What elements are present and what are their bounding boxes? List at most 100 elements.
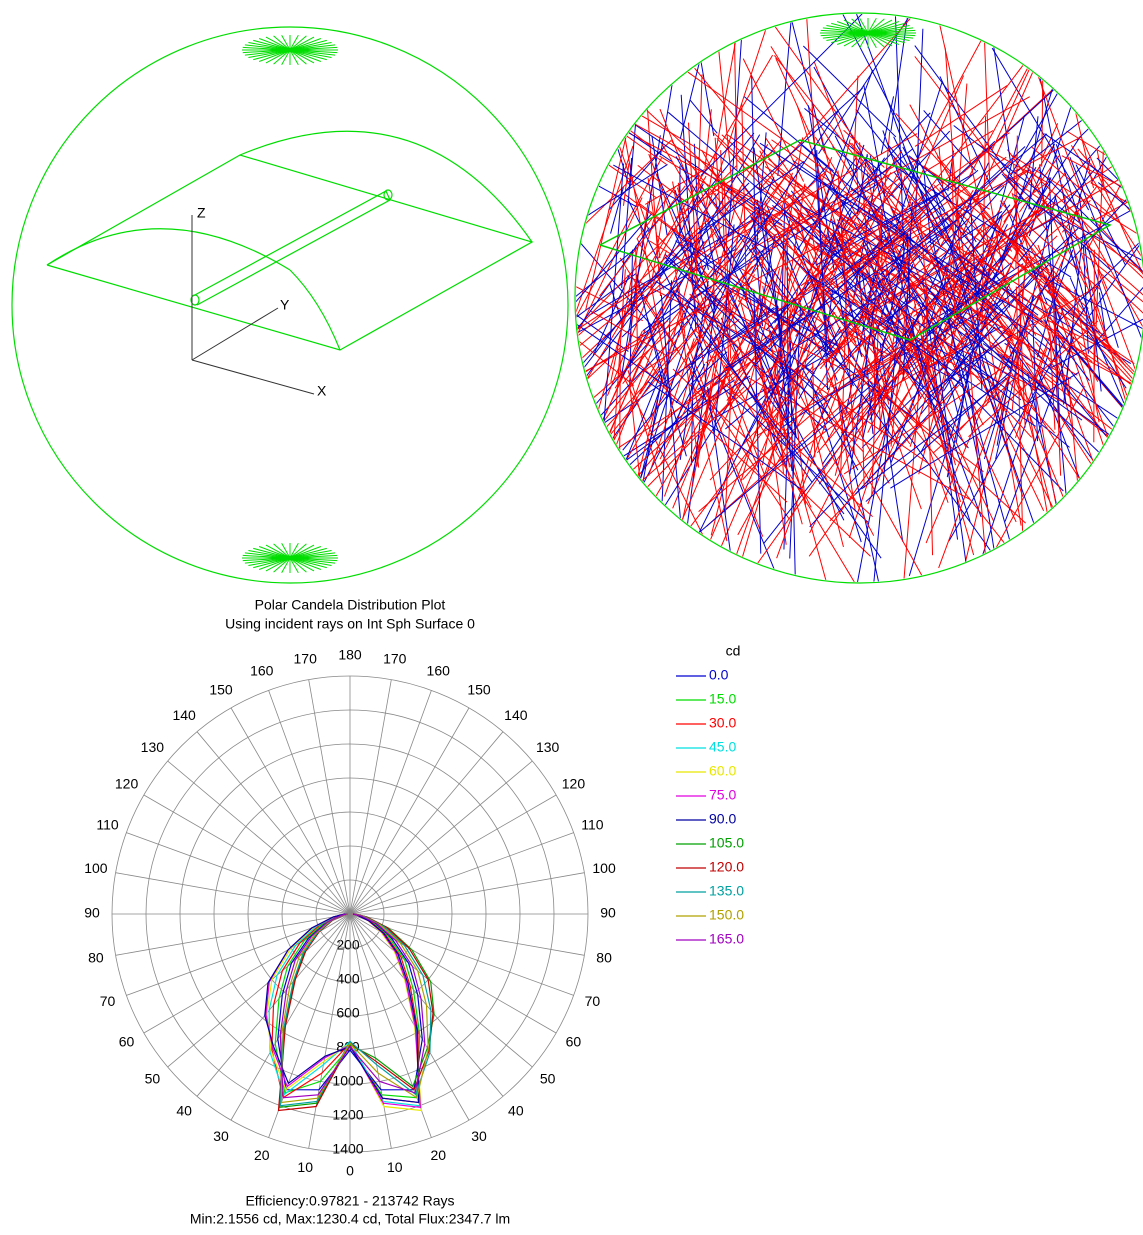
angle-tick-label: 30: [471, 1128, 487, 1144]
legend-label: 150.0: [709, 907, 744, 923]
ray: [631, 238, 699, 503]
ray: [680, 0, 719, 138]
ray: [1093, 90, 1143, 222]
grid-spoke: [350, 690, 431, 914]
grid-spoke: [269, 690, 350, 914]
ray: [447, 347, 621, 512]
ray: [419, 35, 657, 198]
legend-label: 135.0: [709, 883, 744, 899]
legend-label: 165.0: [709, 931, 744, 947]
wireframe-edge: [47, 229, 290, 270]
legend-title: cd: [726, 643, 741, 659]
angle-tick-label: 50: [145, 1071, 161, 1087]
angle-tick-label: 140: [172, 707, 196, 723]
footer-line: Efficiency:0.97821 - 213742 Rays: [245, 1193, 454, 1209]
ray: [1011, 0, 1143, 176]
ray: [1097, 150, 1105, 190]
axis-label: X: [317, 383, 327, 399]
angle-tick-label: 100: [84, 860, 108, 876]
r-tick-label: 1400: [332, 1141, 363, 1157]
ray: [920, 216, 928, 310]
ray: [447, 164, 668, 305]
chart-subtitle: Using incident rays on Int Sph Surface 0: [225, 616, 475, 632]
angle-tick-label: 120: [562, 776, 586, 792]
ray: [817, 386, 940, 608]
ray: [1015, 381, 1121, 638]
footer-line: Min:2.1556 cd, Max:1230.4 cd, Total Flux…: [190, 1211, 510, 1227]
angle-tick-label: 40: [508, 1102, 524, 1118]
angle-tick-label: 150: [467, 681, 491, 697]
angle-tick-label: 130: [536, 739, 560, 755]
wireframe-edge: [47, 155, 532, 350]
ray: [891, 0, 914, 131]
left-view-sphere: [12, 27, 568, 583]
ray: [499, 321, 668, 426]
angle-tick-label: 90: [84, 905, 100, 921]
ray: [1077, 0, 1143, 140]
ray: [705, 109, 711, 168]
ray: [495, 228, 649, 446]
angle-tick-label: 100: [592, 860, 616, 876]
angle-tick-label: 130: [141, 739, 165, 755]
ray: [708, 387, 739, 611]
angle-tick-label: 70: [585, 993, 601, 1009]
angle-tick-label: 60: [566, 1034, 582, 1050]
angle-tick-label: 20: [254, 1147, 270, 1163]
ray: [477, 30, 672, 162]
angle-tick-label: 30: [213, 1128, 229, 1144]
wireframe-edge: [193, 191, 390, 305]
angle-tick-label: 70: [100, 993, 116, 1009]
grid-spoke: [126, 833, 350, 914]
angle-tick-label: 110: [96, 816, 119, 832]
grid-spoke: [350, 914, 532, 1067]
ray: [1009, 137, 1081, 174]
angle-tick-label: 80: [88, 950, 104, 966]
angle-tick-label: 120: [115, 776, 139, 792]
legend-label: 45.0: [709, 739, 736, 755]
screen: Z Y X Polar Candela Distribution Plot Us…: [0, 0, 1143, 1235]
chart-title: Polar Candela Distribution Plot: [255, 597, 446, 613]
angle-tick-label: 150: [209, 681, 233, 697]
r-tick-label: 1200: [332, 1107, 363, 1123]
angle-tick-label: 170: [383, 651, 407, 667]
ray: [1094, 250, 1095, 443]
grid-spoke: [350, 761, 532, 914]
ray: [762, 8, 858, 143]
ray: [440, 278, 661, 462]
ray: [619, 350, 620, 494]
ray: [853, 76, 858, 179]
grid-spoke: [350, 833, 574, 914]
ray: [584, 369, 663, 565]
ray: [430, 94, 637, 207]
ray: [818, 0, 952, 154]
angle-tick-label: 0: [346, 1163, 354, 1179]
angle-tick-label: 10: [387, 1159, 403, 1175]
angle-tick-label: 40: [176, 1102, 192, 1118]
ray: [1077, 355, 1124, 411]
ray: [502, 370, 644, 552]
3d-views: Z Y X: [12, 0, 1143, 681]
reflector-wireframe: [47, 131, 532, 350]
ray: [505, 376, 750, 531]
angle-tick-label: 140: [504, 707, 528, 723]
page: {"views": {"axis_labels": ["Z", "Y", "X"…: [0, 0, 1143, 1235]
r-tick-label: 600: [336, 1005, 360, 1021]
ray: [604, 374, 666, 624]
angle-tick-label: 180: [338, 647, 362, 663]
angle-tick-label: 50: [540, 1071, 556, 1087]
legend-label: 75.0: [709, 787, 736, 803]
ray: [430, 0, 651, 147]
axes-triad: [192, 215, 314, 394]
ray: [436, 226, 634, 385]
ray: [431, 0, 666, 164]
ray: [552, 78, 724, 172]
ray: [1091, 10, 1143, 183]
axis-x: [192, 360, 314, 394]
angle-tick-label: 90: [600, 905, 616, 921]
angle-tick-label: 160: [427, 662, 451, 678]
ray: [513, 0, 624, 141]
ray: [1048, 250, 1068, 293]
ray: [690, 100, 717, 133]
legend-label: 0.0: [709, 667, 729, 683]
